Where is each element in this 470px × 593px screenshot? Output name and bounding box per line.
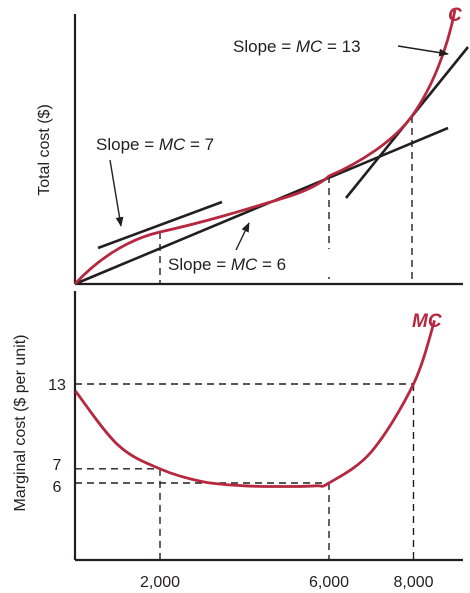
marginal-cost-curve-label: MC	[412, 311, 442, 332]
x-tick-label: 8,000	[393, 574, 433, 591]
mc-guides	[75, 383, 415, 560]
marginal-cost-curve	[74, 319, 436, 488]
total-cost-curve-label: C	[448, 5, 462, 26]
arrow-mc-7	[109, 159, 124, 227]
x-tick-label: 6,000	[309, 574, 349, 591]
arrow-mc-13	[397, 45, 449, 57]
total-cost-curve	[73, 9, 457, 285]
total-cost-panel: Total cost ($) C Slope = MC = 7 Slope = …	[36, 5, 470, 286]
y-tick-labels: 6 7 13	[48, 377, 66, 496]
tangent-line-mc-7	[97, 200, 223, 250]
x-tick-labels: 2,000 6,000 8,000	[140, 574, 434, 591]
y-tick-label: 6	[53, 479, 62, 496]
slope-annotation-mc-6: Slope = MC = 6	[168, 255, 286, 274]
annotation-bg-mc-6	[162, 249, 330, 277]
y-tick-label: 7	[53, 457, 62, 474]
slope-annotation-mc-13: Slope = MC = 13	[233, 37, 361, 56]
x-tick-label: 2,000	[140, 574, 180, 591]
marginal-cost-axis-label: Marginal cost ($ per unit)	[12, 335, 29, 512]
arrow-mc-6	[235, 222, 250, 251]
slope-annotation-mc-7: Slope = MC = 7	[96, 135, 214, 154]
y-tick-label: 13	[48, 377, 66, 394]
marginal-cost-panel: Marginal cost ($ per unit) MC 6 7 13 2,000…	[12, 291, 463, 591]
total-cost-axis-label: Total cost ($)	[36, 104, 53, 196]
